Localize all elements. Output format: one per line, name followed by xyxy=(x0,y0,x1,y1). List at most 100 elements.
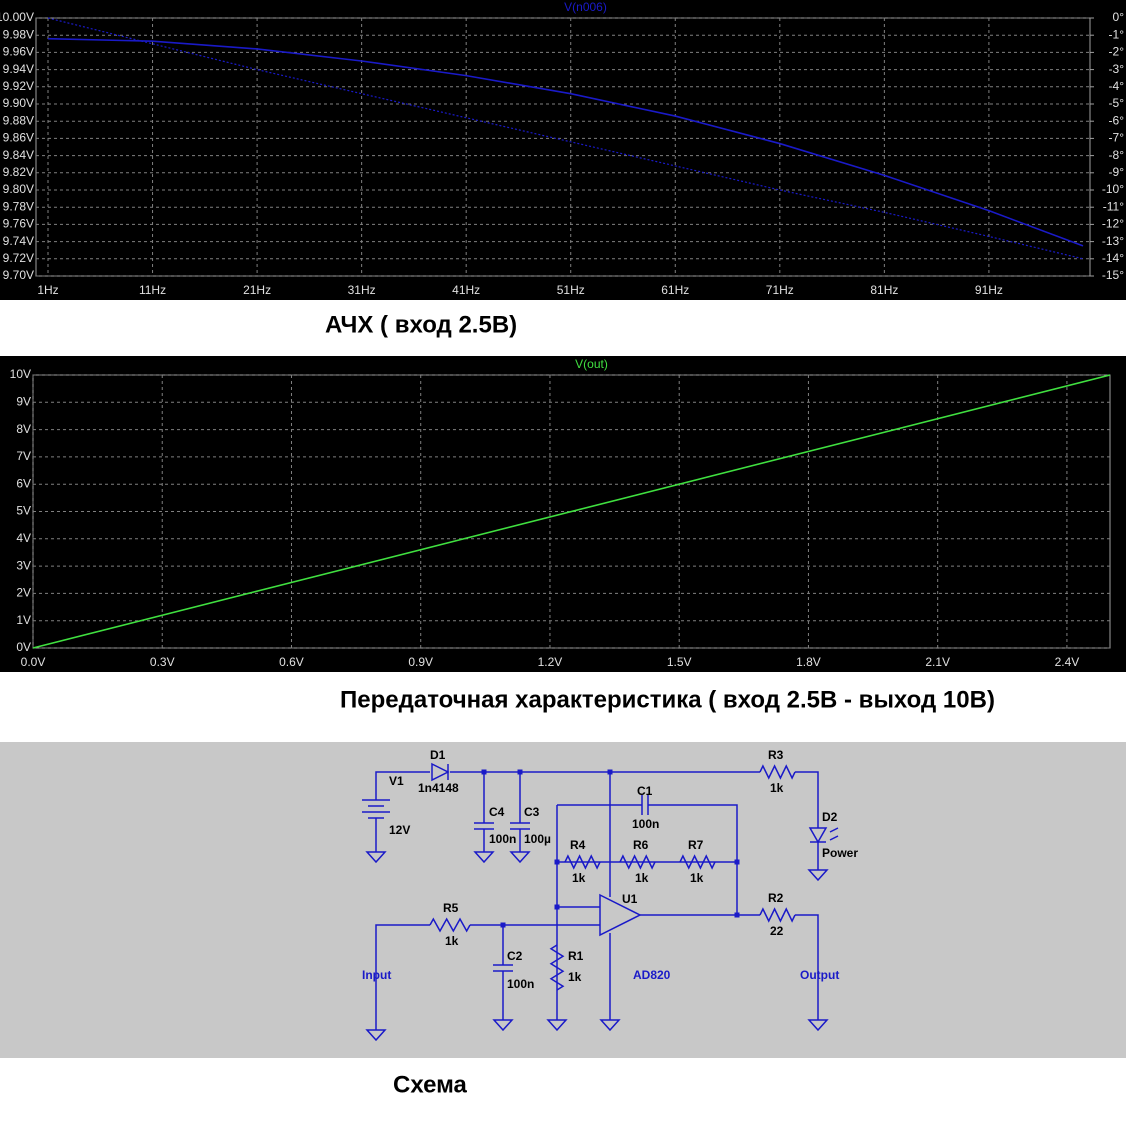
y-tick-label: 9.98V xyxy=(3,27,34,41)
y2-tick-label: -13° xyxy=(1102,234,1124,248)
y2-tick-label: -11° xyxy=(1103,199,1124,213)
y-tick-label: 9.88V xyxy=(3,113,34,127)
y-tick-label: 9.78V xyxy=(3,199,34,213)
label: D2 xyxy=(822,810,838,824)
x-tick-label: 0.9V xyxy=(408,655,433,669)
x-tick-label: 2.1V xyxy=(925,655,950,669)
capacitor-c3 xyxy=(510,772,530,852)
caption: АЧХ ( вход 2.5В) xyxy=(325,311,517,338)
resistor xyxy=(759,907,796,923)
schematic-panel xyxy=(0,742,1126,1058)
y-tick-label: 9.94V xyxy=(3,62,34,76)
y2-tick-label: -10° xyxy=(1102,182,1124,196)
label: 12V xyxy=(389,823,410,837)
resistor xyxy=(679,854,716,870)
label: 1k xyxy=(568,970,582,984)
ground xyxy=(807,869,829,882)
label: R3 xyxy=(768,748,784,762)
ground xyxy=(473,851,495,864)
junction xyxy=(554,859,560,865)
ground xyxy=(365,1029,387,1042)
y-tick-label: 9.70V xyxy=(3,268,34,282)
junction xyxy=(607,769,613,775)
y-tick-label: 9.74V xyxy=(3,234,34,248)
y-tick-label: 0V xyxy=(16,640,31,654)
x-tick-label: 31Hz xyxy=(348,283,376,297)
series-line xyxy=(47,17,1084,260)
y2-tick-label: -8° xyxy=(1109,148,1125,162)
series-line xyxy=(47,37,1084,247)
y2-tick-label: -15° xyxy=(1102,268,1124,282)
capacitor-c2 xyxy=(493,964,513,972)
label: 1k xyxy=(445,934,459,948)
label: Input xyxy=(362,968,391,982)
caption: Передаточная характеристика ( вход 2.5В … xyxy=(340,686,995,713)
y-tick-label: 7V xyxy=(16,449,31,463)
x-tick-label: 0.0V xyxy=(21,655,46,669)
x-tick-label: 1Hz xyxy=(37,283,58,297)
x-tick-label: 21Hz xyxy=(243,283,271,297)
x-tick-label: 51Hz xyxy=(557,283,585,297)
wire xyxy=(503,804,819,1020)
capacitor-c1 xyxy=(641,795,649,815)
resistor xyxy=(564,854,601,870)
junction xyxy=(554,904,560,910)
x-tick-label: 61Hz xyxy=(661,283,689,297)
chart-title: V(out) xyxy=(575,357,608,371)
capacitor-c4 xyxy=(474,772,494,852)
y-tick-label: 9.76V xyxy=(3,217,34,231)
y2-tick-label: -2° xyxy=(1109,45,1125,59)
y-tick-label: 1V xyxy=(16,613,31,627)
ground xyxy=(365,851,387,864)
label: R5 xyxy=(443,901,459,915)
y2-tick-label: -3° xyxy=(1109,62,1125,76)
x-tick-label: 2.4V xyxy=(1055,655,1080,669)
junction xyxy=(734,912,740,918)
resistor xyxy=(619,854,656,870)
led-d2 xyxy=(808,827,839,844)
x-tick-label: 71Hz xyxy=(766,283,794,297)
plot-panel xyxy=(0,0,1126,300)
y2-tick-label: -9° xyxy=(1109,165,1125,179)
plot-frame xyxy=(35,17,1091,277)
x-tick-label: 1.8V xyxy=(796,655,821,669)
label: C3 xyxy=(524,805,540,819)
chart-title: V(n006) xyxy=(564,0,607,14)
y-tick-label: 9.92V xyxy=(3,79,34,93)
y-tick-label: 5V xyxy=(16,504,31,518)
y2-tick-label: -1° xyxy=(1109,27,1125,41)
y-tick-label: 9.80V xyxy=(3,182,34,196)
label: C2 xyxy=(507,949,523,963)
label: 1k xyxy=(635,871,649,885)
label: 1k xyxy=(572,871,586,885)
resistor xyxy=(759,764,796,780)
x-tick-label: 41Hz xyxy=(452,283,480,297)
y-tick-label: 9.84V xyxy=(3,148,34,162)
y2-tick-label: -12° xyxy=(1102,217,1124,231)
x-tick-label: 11Hz xyxy=(139,283,166,297)
y2-tick-label: -7° xyxy=(1109,131,1125,145)
label: Output xyxy=(800,968,839,982)
y-tick-label: 4V xyxy=(16,531,31,545)
label: 100n xyxy=(507,977,534,991)
label: 22 xyxy=(770,924,784,938)
ground xyxy=(509,851,531,864)
y-tick-label: 3V xyxy=(16,558,31,572)
junction xyxy=(481,769,487,775)
y-tick-label: 9.72V xyxy=(3,251,34,265)
battery-v1 xyxy=(362,799,390,852)
y-tick-label: 9.90V xyxy=(3,96,34,110)
junction xyxy=(500,922,506,928)
label: 100n xyxy=(489,832,516,846)
junction xyxy=(517,769,523,775)
x-tick-label: 0.6V xyxy=(279,655,304,669)
y-tick-label: 2V xyxy=(16,586,31,600)
label: R2 xyxy=(768,891,784,905)
label: U1 xyxy=(622,892,638,906)
label: 100n xyxy=(632,817,659,831)
y-tick-label: 10V xyxy=(10,367,31,381)
ground xyxy=(492,1019,514,1032)
label: C1 xyxy=(637,784,653,798)
